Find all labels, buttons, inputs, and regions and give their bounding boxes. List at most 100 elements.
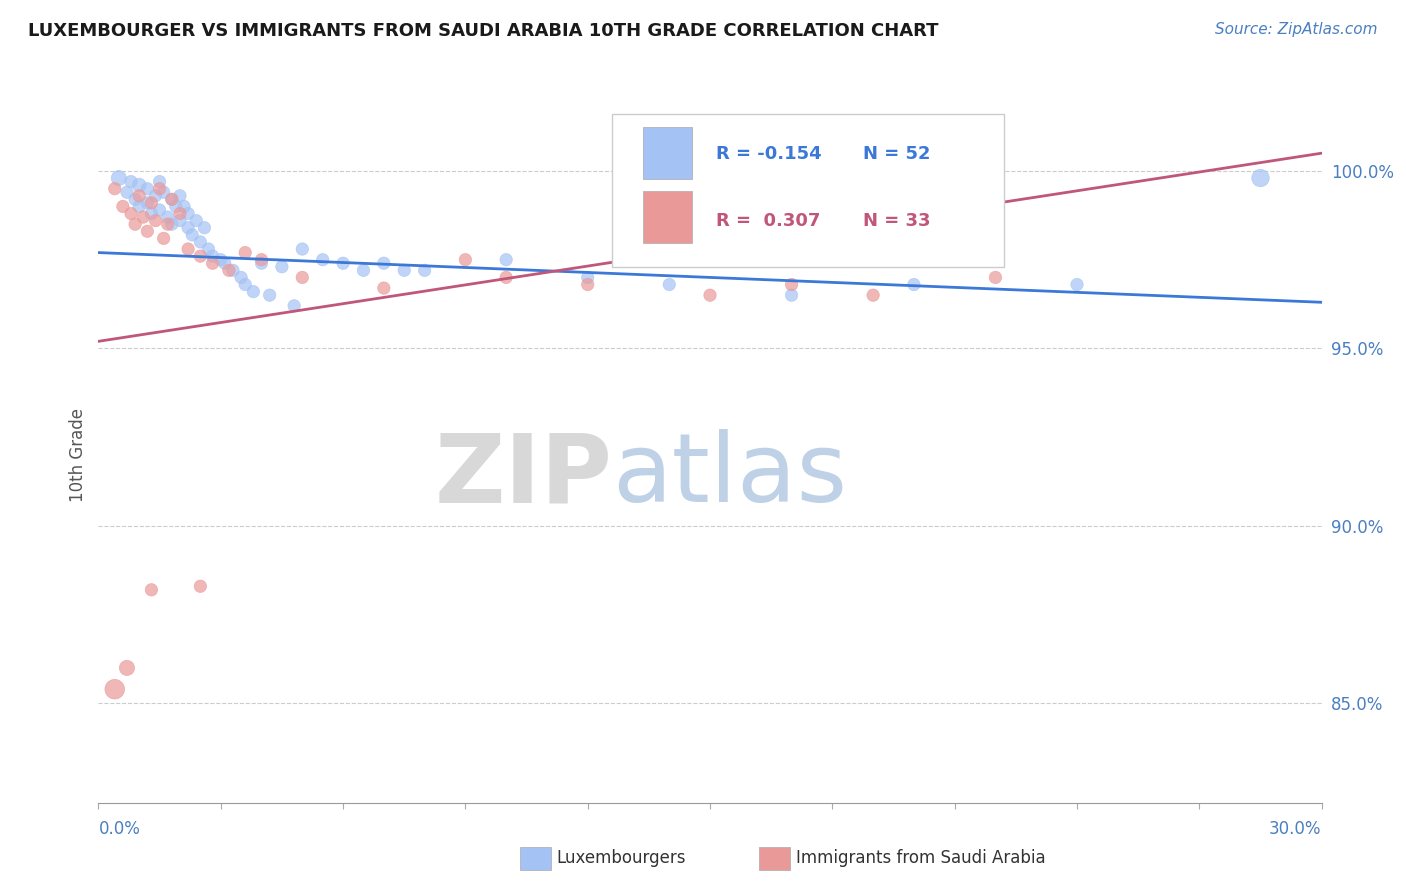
Point	[218, 263, 240, 277]
Point	[193, 220, 215, 235]
Point	[145, 188, 167, 202]
Point	[332, 256, 354, 270]
Point	[214, 256, 236, 270]
Point	[454, 252, 477, 267]
Point	[149, 182, 172, 196]
Point	[576, 270, 599, 285]
Point	[780, 277, 803, 292]
Text: 0.0%: 0.0%	[98, 821, 141, 838]
Point	[136, 195, 159, 210]
Text: N = 33: N = 33	[863, 212, 931, 230]
Point	[392, 263, 416, 277]
Bar	[643, 191, 692, 244]
Point	[373, 256, 395, 270]
Point	[124, 192, 146, 206]
Point	[160, 217, 183, 231]
Point	[780, 288, 803, 302]
Point	[231, 270, 253, 285]
Point	[128, 188, 150, 202]
Point	[160, 192, 183, 206]
Point	[250, 256, 273, 270]
Point	[104, 682, 127, 697]
Point	[136, 182, 159, 196]
Point	[124, 217, 146, 231]
Point	[291, 270, 314, 285]
Point	[141, 206, 163, 220]
Point	[233, 245, 256, 260]
Point	[699, 288, 721, 302]
Text: Source: ZipAtlas.com: Source: ZipAtlas.com	[1215, 22, 1378, 37]
Point	[495, 270, 517, 285]
Point	[291, 242, 314, 256]
Point	[177, 242, 200, 256]
Point	[352, 263, 374, 277]
Point	[156, 210, 179, 224]
Point	[283, 299, 305, 313]
Text: Luxembourgers: Luxembourgers	[557, 849, 686, 867]
Point	[152, 186, 174, 200]
Point	[576, 277, 599, 292]
Point	[120, 175, 142, 189]
Text: atlas: atlas	[612, 429, 848, 523]
Point	[209, 252, 232, 267]
Point	[201, 249, 224, 263]
Point	[136, 224, 159, 238]
Point	[141, 195, 163, 210]
Point	[495, 252, 517, 267]
Point	[197, 242, 219, 256]
Point	[984, 270, 1007, 285]
Point	[903, 277, 925, 292]
Point	[201, 256, 224, 270]
Point	[188, 249, 212, 263]
Point	[188, 235, 212, 249]
Point	[222, 263, 245, 277]
Text: N = 52: N = 52	[863, 145, 931, 163]
Point	[152, 231, 174, 245]
FancyBboxPatch shape	[612, 114, 1004, 267]
Point	[160, 192, 183, 206]
Point	[108, 171, 131, 186]
Point	[165, 199, 187, 213]
Point	[169, 188, 191, 202]
Y-axis label: 10th Grade: 10th Grade	[69, 408, 87, 502]
Point	[115, 661, 138, 675]
Point	[1249, 171, 1271, 186]
Point	[141, 582, 163, 597]
Text: Immigrants from Saudi Arabia: Immigrants from Saudi Arabia	[796, 849, 1046, 867]
Point	[250, 252, 273, 267]
Point	[128, 199, 150, 213]
Text: R = -0.154: R = -0.154	[716, 145, 821, 163]
Bar	[643, 128, 692, 179]
Point	[181, 227, 204, 242]
Point	[259, 288, 281, 302]
Point	[188, 579, 212, 593]
Point	[145, 213, 167, 227]
Text: 30.0%: 30.0%	[1270, 821, 1322, 838]
Point	[132, 210, 155, 224]
Point	[169, 206, 191, 220]
Point	[173, 199, 195, 213]
Point	[104, 182, 127, 196]
Point	[242, 285, 264, 299]
Point	[233, 277, 256, 292]
Point	[177, 206, 200, 220]
Point	[186, 213, 208, 227]
Text: R =  0.307: R = 0.307	[716, 212, 821, 230]
Point	[156, 217, 179, 231]
Point	[115, 186, 138, 200]
Point	[658, 277, 681, 292]
Point	[862, 288, 884, 302]
Point	[149, 202, 172, 217]
Point	[111, 199, 134, 213]
Point	[120, 206, 142, 220]
Point	[169, 213, 191, 227]
Point	[413, 263, 436, 277]
Point	[149, 175, 172, 189]
Point	[312, 252, 335, 267]
Point	[177, 220, 200, 235]
Point	[1066, 277, 1088, 292]
Point	[128, 178, 150, 193]
Text: ZIP: ZIP	[434, 429, 612, 523]
Point	[373, 281, 395, 295]
Text: LUXEMBOURGER VS IMMIGRANTS FROM SAUDI ARABIA 10TH GRADE CORRELATION CHART: LUXEMBOURGER VS IMMIGRANTS FROM SAUDI AR…	[28, 22, 939, 40]
